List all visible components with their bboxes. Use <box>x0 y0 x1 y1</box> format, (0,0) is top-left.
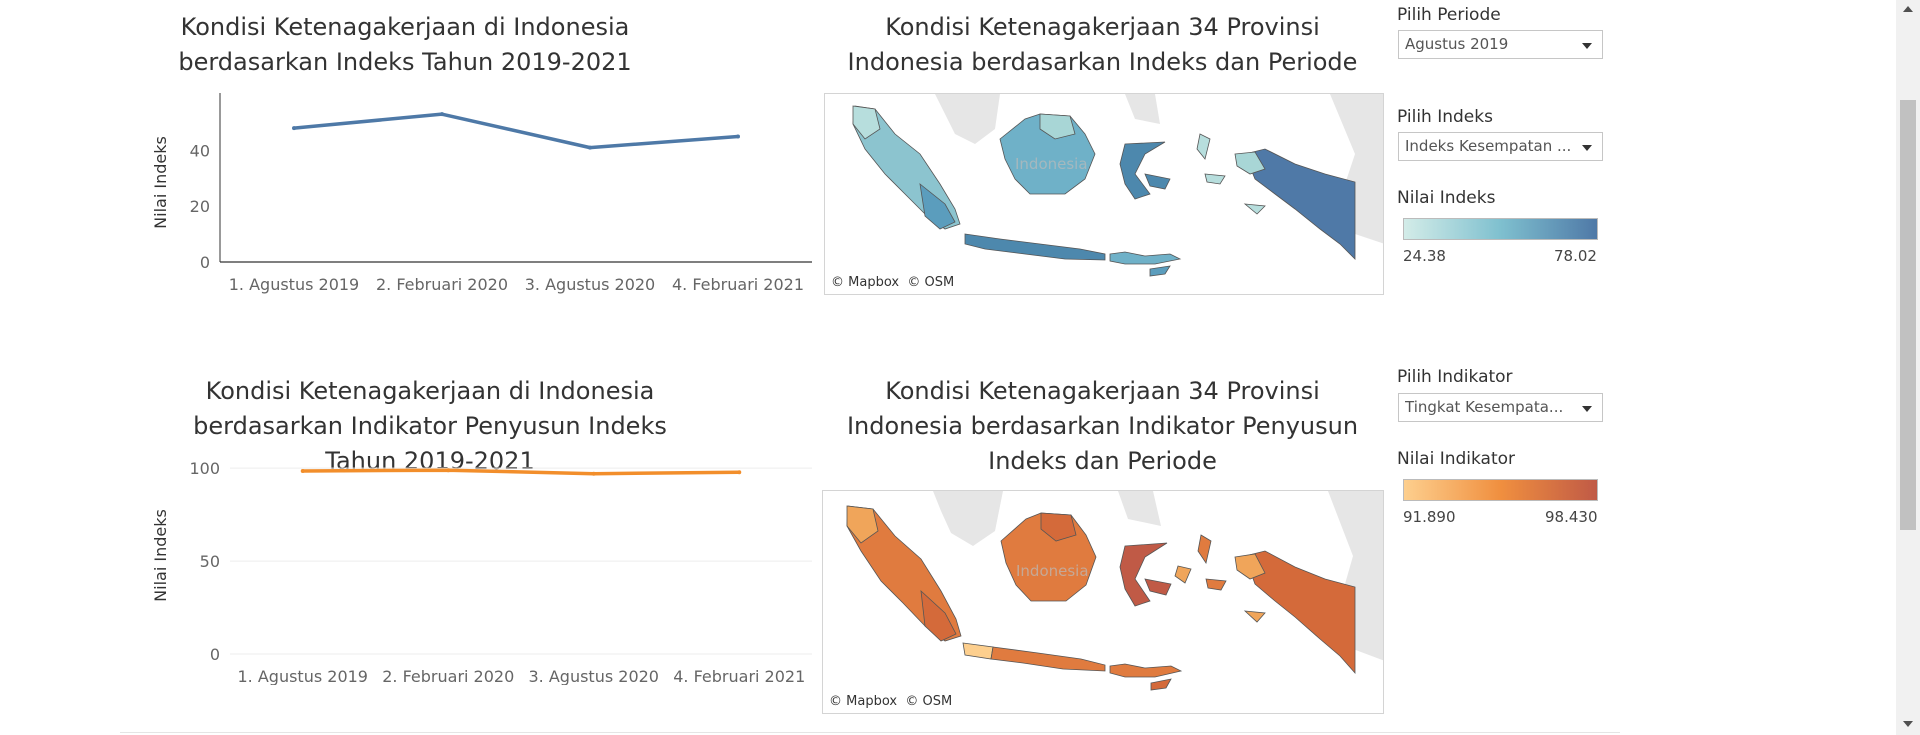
nusa-tenggara[interactable] <box>1109 663 1183 678</box>
nilai-indikator-max: 98.430 <box>1545 508 1598 526</box>
timor[interactable] <box>1149 265 1171 277</box>
data-point[interactable] <box>588 145 592 150</box>
indikator-label: Pilih Indikator <box>1397 367 1513 387</box>
series-line[interactable] <box>302 468 740 476</box>
chevron-down-icon <box>1582 406 1592 412</box>
papua-west[interactable] <box>1234 151 1266 175</box>
chevron-down-icon <box>1582 43 1592 49</box>
data-point[interactable] <box>300 468 305 473</box>
data-point[interactable] <box>737 470 742 475</box>
periode-label: Pilih Periode <box>1397 5 1501 25</box>
sumatra-north[interactable] <box>852 105 881 140</box>
maluku[interactable] <box>1197 534 1227 591</box>
bottom-map-credit: © Mapbox © OSM <box>829 694 952 709</box>
sulawesi[interactable] <box>1119 542 1172 607</box>
kalimantan-north[interactable] <box>1040 512 1077 542</box>
nilai-indeks-legend-bar <box>1403 218 1598 240</box>
nilai-indeks-label: Nilai Indeks <box>1397 188 1496 208</box>
land-background <box>935 94 1383 244</box>
y-tick-label: 0 <box>200 253 210 272</box>
data-point[interactable] <box>591 471 596 476</box>
sulawesi[interactable] <box>1119 141 1171 200</box>
maluku[interactable] <box>1196 133 1266 215</box>
indeks-dropdown-value: Indeks Kesempatan ... <box>1405 137 1572 155</box>
top-line-chart-title: Kondisi Ketenagakerjaan di Indonesia ber… <box>178 13 632 76</box>
scrollbar-thumb[interactable] <box>1900 100 1916 530</box>
x-tick-label: 1. Agustus 2019 <box>238 667 368 685</box>
y-tick-label: 40 <box>190 141 210 160</box>
bottom-line-chart: 0 50 100 Nilai Indeks 1. Agustus 2019 2. Febr… <box>151 459 812 685</box>
bottom-map-title: Kondisi Ketenagakerjaan 34 Provinsi Indo… <box>846 377 1359 475</box>
y-tick-label: 100 <box>189 459 220 478</box>
nusa-tenggara[interactable] <box>1109 251 1182 265</box>
papua[interactable] <box>1244 148 1356 260</box>
land-background <box>933 491 1383 661</box>
map-credit-mapbox[interactable]: © Mapbox <box>831 275 900 290</box>
timor[interactable] <box>1150 678 1172 691</box>
map-credit-osm[interactable]: © OSM <box>907 275 955 290</box>
top-map[interactable]: Indonesia © Mapbox © OSM <box>824 93 1384 295</box>
indeks-label: Pilih Indeks <box>1397 107 1493 127</box>
bottom-map[interactable]: Indonesia © Mapbox © OSM <box>822 490 1384 714</box>
y-tick-label: 0 <box>210 645 220 664</box>
series-line[interactable] <box>293 112 739 150</box>
x-tick-label: 2. Februari 2020 <box>376 275 508 294</box>
periode-dropdown[interactable]: Agustus 2019 <box>1398 30 1603 59</box>
x-tick-label: 2. Februari 2020 <box>382 667 514 685</box>
sumatra-north[interactable] <box>846 505 879 544</box>
data-point[interactable] <box>440 112 444 117</box>
indikator-dropdown[interactable]: Tingkat Kesempata... <box>1398 393 1603 422</box>
x-tick-label: 4. Februari 2021 <box>672 275 804 294</box>
x-tick-label: 1. Agustus 2019 <box>229 275 359 294</box>
papua[interactable] <box>1244 550 1356 675</box>
java-west[interactable] <box>962 642 994 660</box>
indeks-dropdown[interactable]: Indeks Kesempatan ... <box>1398 132 1603 161</box>
top-map-country-label: Indonesia <box>1015 155 1088 173</box>
nilai-indeks-max: 78.02 <box>1554 247 1597 265</box>
nilai-indikator-label: Nilai Indikator <box>1397 449 1516 469</box>
java[interactable] <box>964 233 1106 261</box>
scroll-up-icon[interactable] <box>1903 6 1913 12</box>
y-tick-label: 20 <box>190 197 210 216</box>
top-map-credit: © Mapbox © OSM <box>831 275 954 290</box>
y-axis-label: Nilai Indeks <box>151 136 170 229</box>
papua-west[interactable] <box>1234 553 1266 580</box>
y-tick-label: 50 <box>200 552 220 571</box>
data-point[interactable] <box>292 126 296 131</box>
top-map-title: Kondisi Ketenagakerjaan 34 Provinsi Indo… <box>847 13 1358 76</box>
nilai-indeks-min: 24.38 <box>1403 247 1446 265</box>
sumatra-south[interactable] <box>919 183 956 230</box>
bottom-map-country-label: Indonesia <box>1016 562 1089 580</box>
map-credit-mapbox[interactable]: © Mapbox <box>829 694 898 709</box>
indikator-dropdown-value: Tingkat Kesempata... <box>1405 398 1564 416</box>
java[interactable] <box>990 646 1106 672</box>
bottom-divider <box>120 732 1620 733</box>
data-point[interactable] <box>736 134 740 139</box>
map-credit-osm[interactable]: © OSM <box>905 694 953 709</box>
maluku-north[interactable] <box>1174 565 1266 623</box>
top-line-chart: 0 20 40 Nilai Indeks 1. Agustus 2019 2. Febru… <box>151 93 812 294</box>
periode-dropdown-value: Agustus 2019 <box>1405 35 1509 53</box>
scroll-down-icon[interactable] <box>1903 721 1913 727</box>
vertical-scrollbar[interactable] <box>1896 0 1920 735</box>
y-axis-label: Nilai Indeks <box>151 509 170 602</box>
top-map-svg: Indonesia <box>852 94 1383 277</box>
x-tick-label: 3. Agustus 2020 <box>529 667 659 685</box>
bottom-map-svg: Indonesia <box>846 491 1383 691</box>
nilai-indikator-legend-bar <box>1403 479 1598 501</box>
chevron-down-icon <box>1582 145 1592 151</box>
kalimantan-north[interactable] <box>1039 113 1076 140</box>
x-tick-label: 3. Agustus 2020 <box>525 275 655 294</box>
data-point[interactable] <box>446 468 451 473</box>
nilai-indikator-min: 91.890 <box>1403 508 1456 526</box>
sumatra-south[interactable] <box>920 589 957 642</box>
x-tick-label: 4. Februari 2021 <box>673 667 805 685</box>
